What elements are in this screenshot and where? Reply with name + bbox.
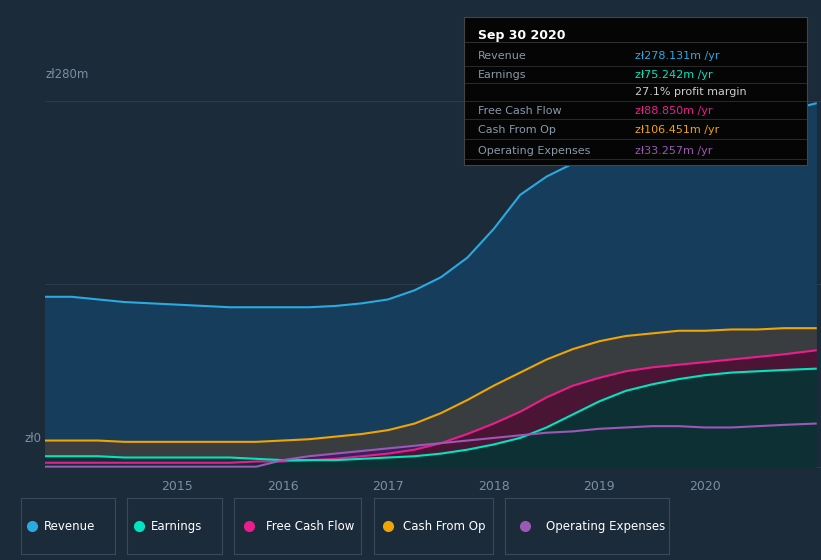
Text: zł88.850m /yr: zł88.850m /yr <box>635 106 713 116</box>
Text: zł280m: zł280m <box>45 68 89 81</box>
Text: zł278.131m /yr: zł278.131m /yr <box>635 51 720 61</box>
Text: Free Cash Flow: Free Cash Flow <box>478 106 562 116</box>
Text: Revenue: Revenue <box>478 51 526 61</box>
Text: Operating Expenses: Operating Expenses <box>546 520 665 533</box>
Text: Operating Expenses: Operating Expenses <box>478 146 590 156</box>
Text: zł0: zł0 <box>25 432 42 445</box>
Text: Earnings: Earnings <box>478 69 526 80</box>
Text: Sep 30 2020: Sep 30 2020 <box>478 29 565 41</box>
Text: Revenue: Revenue <box>44 520 95 533</box>
Text: Free Cash Flow: Free Cash Flow <box>266 520 354 533</box>
Text: Earnings: Earnings <box>151 520 202 533</box>
Text: Cash From Op: Cash From Op <box>478 125 556 136</box>
Text: zł75.242m /yr: zł75.242m /yr <box>635 69 713 80</box>
Text: zł33.257m /yr: zł33.257m /yr <box>635 146 713 156</box>
Text: Cash From Op: Cash From Op <box>403 520 486 533</box>
Text: 27.1% profit margin: 27.1% profit margin <box>635 87 747 97</box>
Text: zł106.451m /yr: zł106.451m /yr <box>635 125 720 136</box>
